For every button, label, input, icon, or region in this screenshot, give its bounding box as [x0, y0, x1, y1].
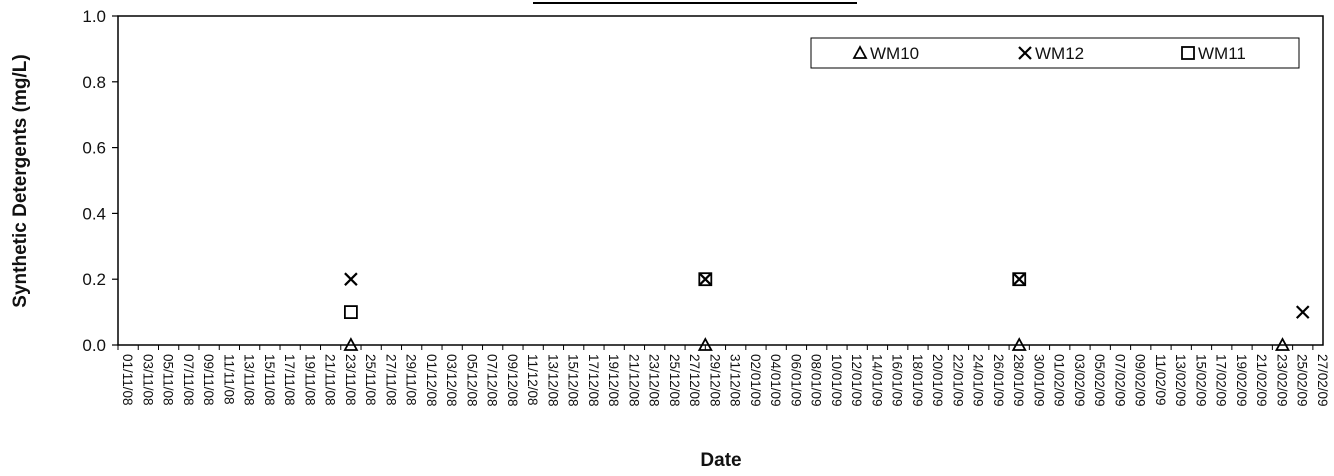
y-axis-title: Synthetic Detergents (mg/L)	[10, 54, 31, 307]
x-tick-label: 10/01/09	[829, 354, 844, 407]
x-tick-label: 27/11/08	[383, 354, 398, 406]
y-axis: 0.0 0.2 0.4 0.6 0.8 1.0	[82, 7, 118, 355]
x-tick-label: 19/12/08	[606, 354, 621, 407]
x-tick-label: 22/01/09	[950, 354, 965, 407]
x-tick-label: 27/12/08	[687, 354, 702, 407]
x-tick-label: 25/12/08	[667, 354, 682, 407]
data-point	[1012, 272, 1027, 287]
x-tick-label: 25/02/09	[1295, 354, 1310, 407]
x-tick-label: 25/11/08	[363, 354, 378, 406]
x-tick-label: 21/11/08	[323, 354, 338, 406]
x-tick-label: 19/11/08	[302, 354, 317, 406]
x-tick-label: 08/01/09	[809, 354, 824, 407]
data-point	[343, 337, 359, 351]
x-tick-label: 15/02/09	[1193, 354, 1208, 407]
x-tick-label: 14/01/09	[869, 354, 884, 407]
x-tick-label: 03/02/09	[1072, 354, 1087, 407]
x-tick-label: 27/02/09	[1315, 354, 1330, 407]
x-tick-label: 15/12/08	[566, 354, 581, 407]
x-tick-label: 19/02/09	[1234, 354, 1249, 407]
series-wm12	[344, 272, 1310, 319]
y-tick-label: 0.4	[82, 204, 106, 223]
legend-marker-wm11	[1181, 46, 1195, 60]
x-axis: 01/11/08 03/11/08 05/11/08 07/11/08 09/11/08…	[117, 345, 1330, 407]
data-point	[698, 272, 713, 287]
plot-area	[117, 15, 1324, 346]
x-tick-label: 13/12/08	[545, 354, 560, 407]
x-tick-label: 31/12/08	[728, 354, 743, 407]
x-tick-label: 17/11/08	[282, 354, 297, 406]
y-tick-label: 0.6	[82, 139, 106, 158]
x-tick-label: 23/11/08	[343, 354, 358, 406]
legend: WM10 WM12 WM11	[810, 37, 1300, 69]
x-tick-label: 09/02/09	[1133, 354, 1148, 407]
x-tick-label: 07/11/08	[181, 354, 196, 406]
x-tick-label: 03/12/08	[444, 354, 459, 407]
x-tick-label: 23/12/08	[647, 354, 662, 407]
x-axis-title: Date	[700, 450, 741, 471]
x-tick-label: 07/12/08	[485, 354, 500, 407]
data-point	[343, 305, 358, 320]
x-tick-label: 13/11/08	[242, 354, 257, 406]
x-tick-label: 01/12/08	[424, 354, 439, 407]
legend-label: WM11	[1198, 44, 1246, 63]
x-tick-label: 11/12/08	[525, 354, 540, 406]
x-tick-label: 11/02/09	[1153, 354, 1168, 406]
x-tick-label: 06/01/09	[788, 354, 803, 407]
x-tick-label: 07/02/09	[1112, 354, 1127, 407]
y-tick-label: 0.2	[82, 270, 106, 289]
data-point	[1295, 305, 1310, 319]
x-tick-label: 13/02/09	[1173, 354, 1188, 407]
x-tick-label: 29/11/08	[404, 354, 419, 406]
x-tick-label: 05/02/09	[1092, 354, 1107, 407]
x-tick-label: 30/01/09	[1031, 354, 1046, 407]
data-point	[698, 272, 713, 286]
x-tick-label: 01/11/08	[120, 354, 135, 406]
x-tick-label: 09/12/08	[505, 354, 520, 407]
x-tick-label: 16/01/09	[890, 354, 905, 407]
x-tick-label: 11/11/08	[221, 354, 236, 405]
legend-label: WM12	[1035, 44, 1084, 63]
data-point	[344, 272, 358, 286]
x-tick-label: 01/02/09	[1052, 354, 1067, 407]
y-tick-label: 0.8	[82, 73, 106, 92]
data-point	[1274, 337, 1291, 351]
x-tick-label: 21/12/08	[626, 354, 641, 407]
x-tick-label: 29/12/08	[707, 354, 722, 407]
x-tick-label: 05/11/08	[161, 354, 176, 406]
y-tick-label: 1.0	[82, 7, 106, 26]
x-tick-label: 04/01/09	[768, 354, 783, 407]
x-tick-label: 09/11/08	[201, 354, 216, 406]
data-points	[343, 272, 1310, 351]
x-tick-label: 21/02/09	[1254, 354, 1269, 407]
legend-marker-wm10	[852, 45, 868, 59]
data-point	[697, 337, 713, 351]
x-tick-label: 20/01/09	[930, 354, 945, 407]
x-tick-label: 28/01/09	[1011, 354, 1026, 407]
data-point	[1011, 337, 1027, 351]
x-tick-label: 02/01/09	[748, 354, 763, 407]
legend-label: WM10	[870, 44, 919, 63]
legend-marker-wm12	[1018, 46, 1032, 60]
x-tick-label: 05/12/08	[464, 354, 479, 407]
x-tick-label: 17/12/08	[586, 354, 601, 407]
y-tick-label: 0.0	[82, 336, 106, 355]
data-point	[1012, 272, 1026, 286]
x-tick-label: 17/02/09	[1214, 354, 1229, 407]
x-tick-label: 26/01/09	[991, 354, 1006, 407]
x-tick-label: 12/01/09	[849, 354, 864, 407]
series-wm11	[343, 272, 1027, 320]
x-tick-label: 18/01/09	[910, 354, 925, 407]
x-tick-label: 03/11/08	[140, 354, 155, 406]
x-tick-label: 23/02/09	[1274, 354, 1289, 407]
x-tick-label: 24/01/09	[971, 354, 986, 407]
series-wm10	[343, 337, 1291, 351]
x-tick-label: 15/11/08	[262, 354, 277, 406]
